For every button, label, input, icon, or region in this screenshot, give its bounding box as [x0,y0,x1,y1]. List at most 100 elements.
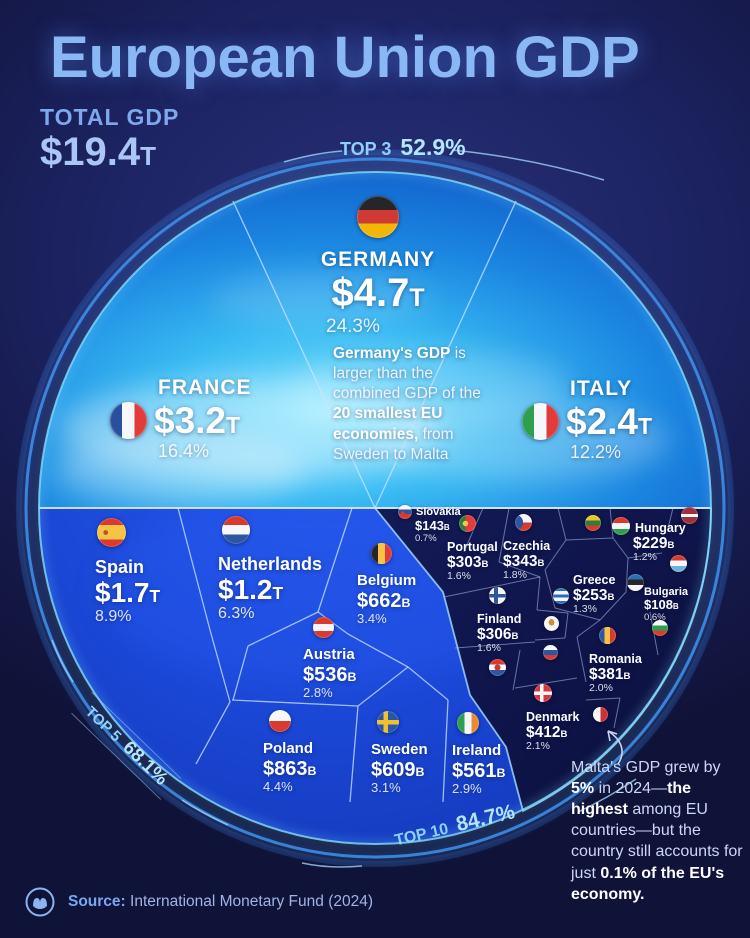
country-name: Finland [477,611,522,626]
value-amount: $561 [452,759,497,782]
slovakia-segment: Slovakia $143B 0.7% [398,505,461,544]
belgium-flag-icon [371,543,392,564]
cloud-texture [55,272,670,506]
country-share: 1.3% [573,603,597,616]
value-suffix: T [638,412,653,439]
value-suffix: T [272,583,284,604]
country-share: 24.3% [326,316,380,338]
country-name: Slovakia [416,505,461,518]
sweden-flag-icon [377,711,399,733]
italy-flag-icon [522,402,559,440]
value-amount: $2.4 [566,400,639,442]
value-amount: $343 [503,552,538,570]
finland-flag-icon [489,587,506,604]
value-suffix: T [409,285,425,313]
value-amount: $1.7 [95,577,150,609]
spain-segment: Spain $1.7T 8.9% [95,518,160,626]
netherlands-segment: Netherlands $1.2T 6.3% [218,516,322,623]
voronoi-logo-icon [25,887,55,917]
value-amount: $306 [477,625,512,643]
country-value: $3.2T [154,400,240,441]
total-gdp-value: $19.4T [40,131,179,173]
finland-segment: Finland $306B 1.6% [477,587,521,655]
value-amount: $662 [357,589,402,612]
malta-arrow [607,730,623,765]
value-amount: $863 [263,757,308,780]
germany-flag-icon [357,196,399,238]
outer-glow-ring [16,149,734,867]
france-flag-icon [110,401,147,439]
value-suffix: B [443,523,450,532]
country-share: 2.8% [303,685,333,701]
germany-annotation: Germany's GDP is larger than the combine… [333,344,487,465]
country-value: $229B [633,535,686,552]
country-name: GERMANY [320,247,436,271]
country-value: $306B [477,626,521,643]
total-gdp: TOTAL GDP $19.4T [40,104,179,173]
greece-segment: Greece $253B 1.3% [553,570,615,616]
value-suffix: B [623,670,631,682]
greece-flag-icon [553,587,569,604]
latvia-flag-icon [681,507,698,524]
value-suffix: B [537,557,545,569]
croatia-flag-icon [489,659,506,676]
value-amount: $609 [371,758,416,781]
czechia-segment: Czechia $343B 1.8% [503,514,550,582]
country-share: 1.2% [633,551,657,564]
country-share: 6.3% [218,605,255,623]
source-label: Source: [68,893,126,910]
lithuania-flag-icon [585,515,601,531]
top3-arc-label: TOP 3 52.9% [340,134,466,161]
france-segment: FRANCE $3.2T 16.4% [110,376,252,461]
country-share: 2.0% [589,682,613,695]
country-name: Romania [589,651,642,666]
value-amount: $412 [526,723,561,741]
country-share: 2.9% [452,781,482,797]
ireland-segment: Ireland $561B 2.9% [452,712,505,797]
cyprus-flag-icon [544,616,559,631]
country-value: $343B [503,553,550,570]
annotation-bold: 5% [571,780,595,798]
country-share: 8.9% [95,608,132,626]
pie-rim [38,171,712,845]
country-value: $609B [371,759,428,781]
spain-flag-icon [97,518,126,547]
country-share: 3.1% [371,780,401,796]
country-name: Czechia [503,538,551,553]
value-amount: $19.4 [40,130,141,174]
country-value: $1.2T [218,574,322,605]
malta-flag-icon [593,707,608,722]
value-suffix: T [226,411,241,438]
value-suffix: B [307,763,317,778]
country-name: Denmark [526,709,580,724]
country-value: $143B [415,518,461,534]
value-amount: $1.2 [218,574,273,606]
malta-annotation: Malta's GDP grew by 5% in 2024—the highe… [571,757,743,905]
annotation-text: among EU countries—but the country still… [571,801,743,882]
denmark-flag-icon [534,684,552,702]
country-value: $863B [263,758,316,780]
value-suffix: B [607,592,615,603]
denmark-segment: Denmark $412B 2.1% [526,684,580,753]
annotation-text: Malta's GDP grew by [571,759,721,776]
germany-segment: GERMANY $4.7T 24.3% [298,196,458,337]
country-name: Spain [95,556,145,577]
country-value: $1.7T [95,577,160,608]
value-suffix: B [560,728,568,740]
value-amount: $381 [589,665,624,683]
poland-flag-icon [269,710,291,732]
annotation-text: is larger than the combined GDP of the [333,345,481,403]
country-share: 0.7% [415,532,437,544]
value-amount: $303 [447,553,482,571]
romania-segment: Romania $381B 2.0% [589,627,642,695]
value-amount: $143 [415,518,444,533]
country-share: 16.4% [158,440,210,461]
country-value: $381B [589,666,642,683]
page-title: European Union GDP [50,25,640,90]
value-amount: $3.2 [154,399,227,441]
value-suffix: B [401,595,411,610]
country-share: 3.4% [357,611,387,627]
czechia-flag-icon [515,514,532,531]
slovakia-flag-icon [398,505,412,519]
cluster-dividers [443,507,674,729]
